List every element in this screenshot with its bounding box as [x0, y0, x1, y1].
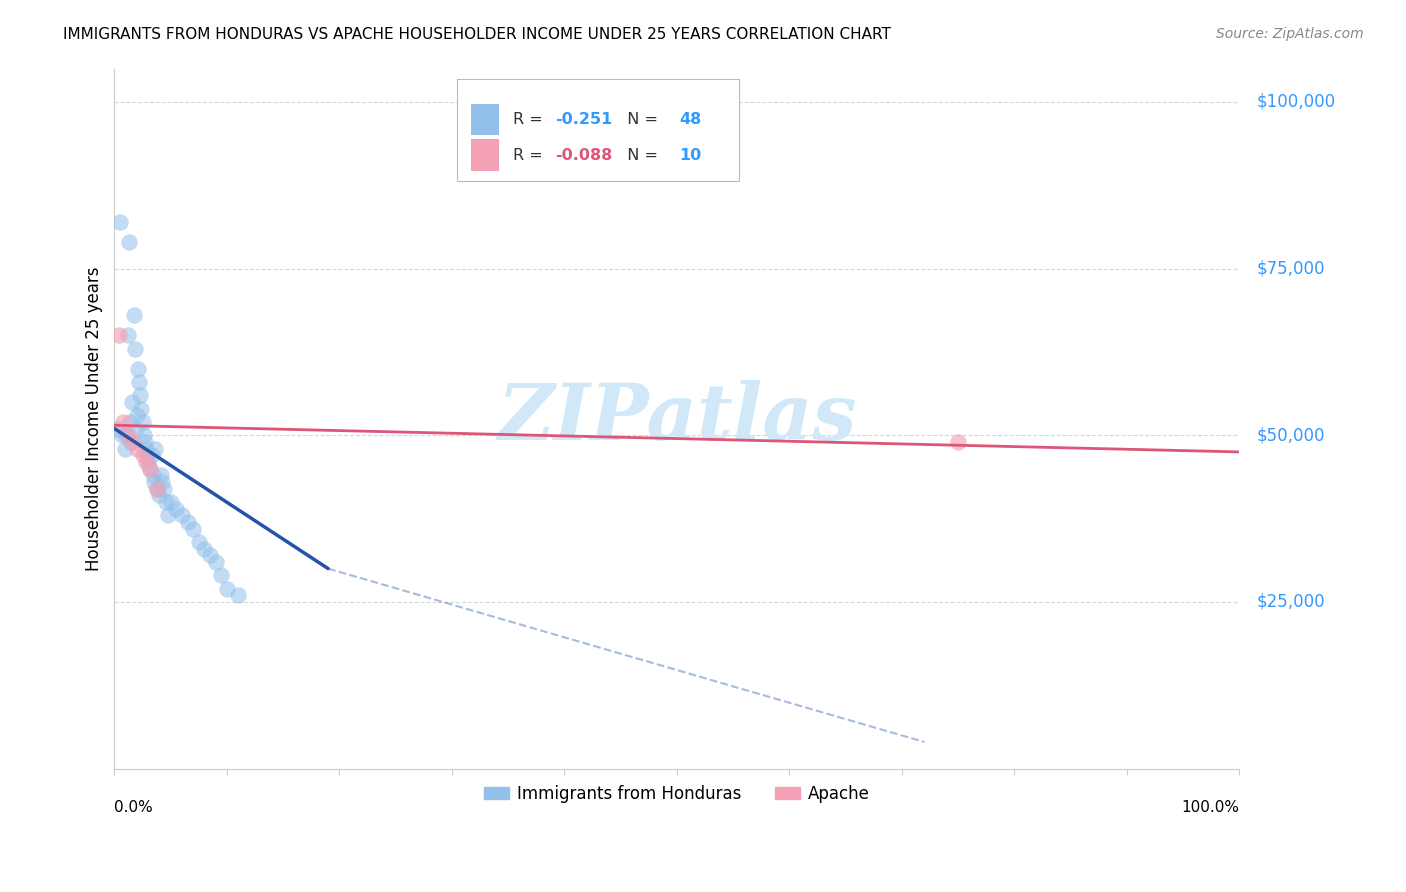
Point [176, 515, 198, 529]
Point [142, 468, 165, 483]
Text: R =: R = [513, 148, 547, 162]
Point [149, 468, 172, 483]
Point [136, 448, 159, 462]
Point [107, 421, 129, 435]
Point [143, 442, 166, 456]
Text: N =: N = [617, 148, 664, 162]
Point [108, 328, 131, 343]
Point [127, 361, 149, 376]
Point [146, 482, 169, 496]
Point [142, 475, 165, 489]
Point [226, 588, 249, 602]
Legend: Immigrants from Honduras, Apache: Immigrants from Honduras, Apache [477, 778, 877, 809]
Text: $75,000: $75,000 [1256, 260, 1324, 277]
Text: -0.251: -0.251 [555, 112, 613, 128]
Point [114, 442, 136, 456]
Point [132, 428, 155, 442]
Point [187, 535, 209, 549]
Point [146, 482, 169, 496]
Bar [471, 139, 499, 171]
Text: $50,000: $50,000 [1256, 426, 1324, 444]
Point [131, 401, 153, 416]
Text: IMMIGRANTS FROM HONDURAS VS APACHE HOUSEHOLDER INCOME UNDER 25 YEARS CORRELATION: IMMIGRANTS FROM HONDURAS VS APACHE HOUSE… [63, 27, 891, 42]
FancyBboxPatch shape [457, 79, 738, 180]
Point [165, 501, 187, 516]
Point [141, 448, 163, 462]
Text: 100.0%: 100.0% [1181, 800, 1239, 815]
Point [117, 428, 139, 442]
Text: 0.0%: 0.0% [114, 800, 153, 815]
Text: N =: N = [617, 112, 664, 128]
Point [125, 421, 148, 435]
Text: Source: ZipAtlas.com: Source: ZipAtlas.com [1216, 27, 1364, 41]
Text: R =: R = [513, 112, 547, 128]
Point [139, 461, 162, 475]
Text: 10: 10 [679, 148, 702, 162]
Point [155, 495, 177, 509]
Point [193, 541, 215, 556]
Point [135, 442, 157, 456]
Point [136, 455, 159, 469]
Point [150, 475, 173, 489]
Point [198, 549, 221, 563]
Point [129, 388, 152, 402]
Point [153, 482, 176, 496]
Point [124, 342, 146, 356]
Point [131, 415, 153, 429]
Y-axis label: Householder Income Under 25 years: Householder Income Under 25 years [86, 267, 103, 571]
Text: $100,000: $100,000 [1256, 93, 1336, 111]
Point [181, 522, 204, 536]
Point [170, 508, 193, 523]
Text: -0.088: -0.088 [555, 148, 613, 162]
Point [121, 395, 143, 409]
Point [209, 568, 232, 582]
Point [157, 508, 180, 523]
Point [114, 428, 136, 442]
Point [122, 308, 145, 322]
Point [131, 448, 153, 462]
Text: ZIPatlas: ZIPatlas [498, 380, 856, 457]
Point [111, 428, 134, 442]
Point [215, 582, 238, 596]
Point [118, 235, 141, 249]
Point [120, 434, 142, 449]
Text: 48: 48 [679, 112, 702, 128]
Point [946, 434, 969, 449]
Point [120, 415, 142, 429]
Point [159, 495, 181, 509]
Point [125, 409, 148, 423]
Point [117, 328, 139, 343]
Bar [471, 103, 499, 136]
Point [148, 488, 170, 502]
Point [135, 455, 157, 469]
Point [134, 434, 156, 449]
Point [204, 555, 226, 569]
Point [108, 215, 131, 229]
Point [112, 415, 135, 429]
Point [139, 461, 162, 475]
Text: $25,000: $25,000 [1256, 593, 1324, 611]
Point [125, 442, 148, 456]
Point [128, 375, 150, 389]
Point [121, 434, 143, 449]
